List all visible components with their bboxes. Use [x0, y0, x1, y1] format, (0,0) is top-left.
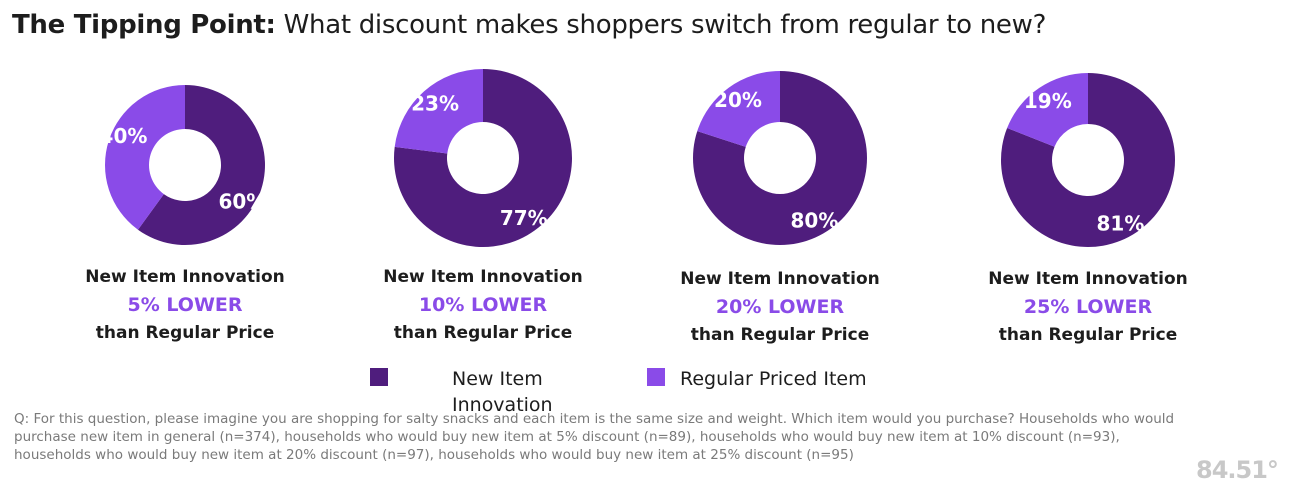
donut-caption-3: New Item Innovation 20% LOWER than Regular…	[630, 266, 930, 348]
label-regular-item: 40%	[101, 124, 147, 148]
caption-discount: 25% LOWER	[1023, 296, 1153, 318]
label-new-item: 60%	[218, 189, 266, 213]
slice-new-item	[693, 71, 867, 245]
caption-subtitle: than Regular Price	[95, 323, 275, 343]
donut-chart-2: 77% 23%	[390, 65, 576, 251]
donut-caption-4: New Item Innovation 25% LOWER than Regular…	[938, 266, 1238, 348]
slice-new-item	[1001, 73, 1175, 247]
slice-regular-item	[1007, 73, 1088, 147]
donut-chart-3: 80% 20%	[689, 67, 871, 249]
chart-title: The Tipping Point: What discount makes s…	[12, 10, 1046, 40]
footnote: Q: For this question, please imagine you…	[14, 411, 1175, 463]
slice-regular-item	[697, 71, 780, 147]
chart-title-rest: What discount makes shoppers switch from…	[275, 10, 1047, 40]
caption-discount: 5% LOWER	[127, 294, 243, 316]
slice-new-item	[137, 85, 265, 245]
caption-title: New Item Innovation	[988, 269, 1188, 289]
caption-discount: 10% LOWER	[418, 294, 548, 316]
label-regular-item: 20%	[714, 88, 762, 112]
donut-caption-1: New Item Innovation 5% LOWER than Regular …	[35, 264, 335, 346]
chart-title-bold: The Tipping Point:	[12, 10, 276, 40]
caption-title: New Item Innovation	[383, 267, 583, 287]
label-regular-item: 19%	[1024, 89, 1072, 113]
label-regular-item: 23%	[411, 92, 459, 116]
caption-subtitle: than Regular Price	[690, 325, 870, 345]
label-new-item: 80%	[791, 209, 839, 233]
slice-regular-item	[394, 69, 483, 154]
label-new-item: 77%	[500, 206, 548, 230]
caption-title: New Item Innovation	[85, 267, 285, 287]
legend-label-new-item: New Item Innovation	[452, 368, 553, 416]
caption-subtitle: than Regular Price	[998, 325, 1178, 345]
donut-chart-4: 81% 19%	[997, 69, 1179, 251]
legend-swatch-new-item	[370, 368, 388, 386]
caption-discount: 20% LOWER	[715, 296, 845, 318]
caption-subtitle: than Regular Price	[393, 323, 573, 343]
slice-new-item	[394, 69, 572, 247]
brand-logo: 84.51°	[1196, 456, 1279, 484]
label-new-item: 81%	[1097, 212, 1145, 236]
slice-regular-item	[104, 85, 185, 230]
donut-chart-1: 60% 40%	[101, 81, 269, 249]
legend-label-regular-item: Regular Priced Item	[680, 368, 867, 390]
caption-title: New Item Innovation	[680, 269, 880, 289]
legend-swatch-regular-item	[647, 368, 665, 386]
donut-caption-2: New Item Innovation 10% LOWER than Regular…	[333, 264, 633, 346]
